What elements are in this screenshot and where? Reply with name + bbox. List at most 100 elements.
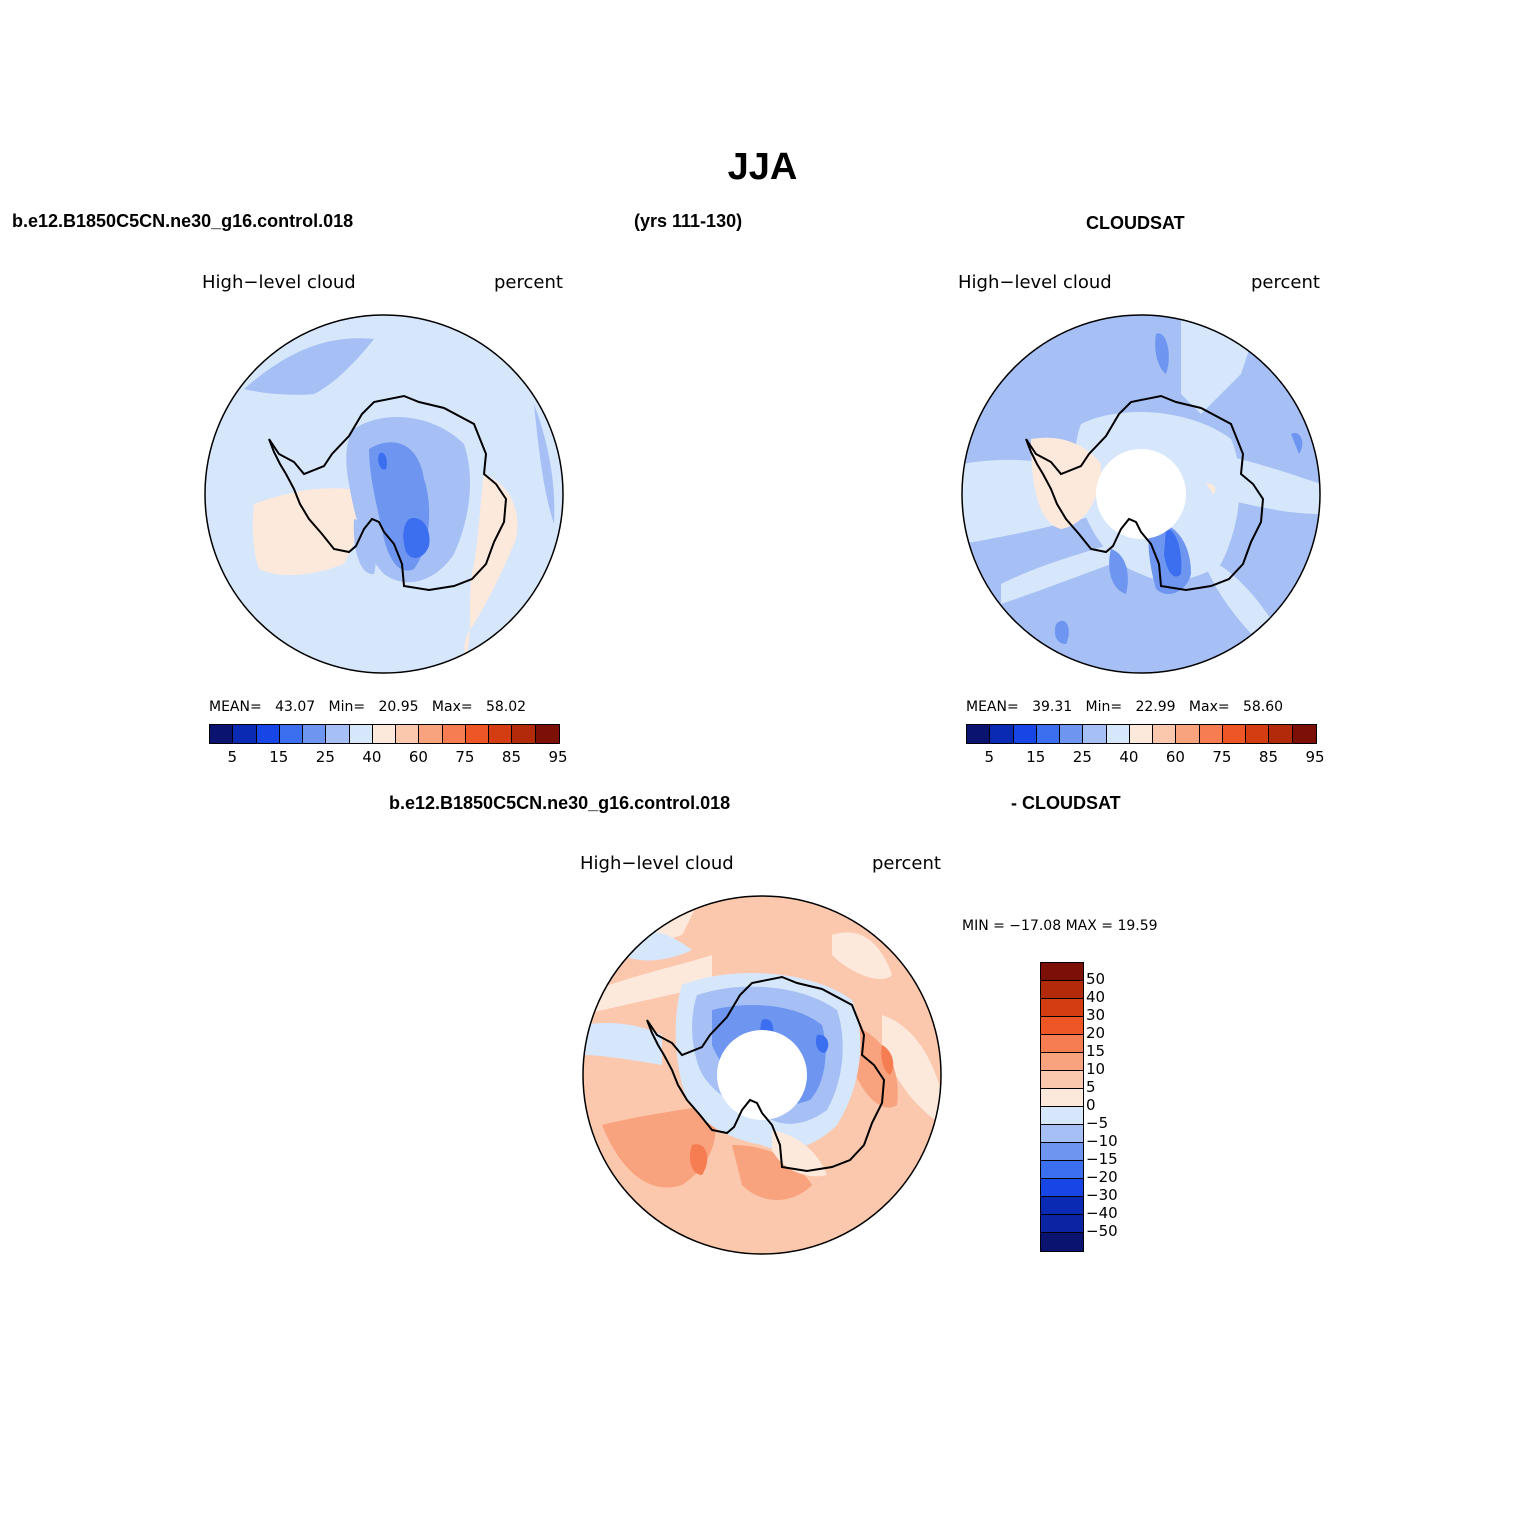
panel-model-stats: MEAN= 43.07 Min= 20.95 Max= 58.02	[209, 699, 526, 715]
colorbar-tick-label: 15	[1026, 748, 1046, 766]
max-value: 58.02	[485, 699, 527, 715]
colorbar-swatch	[1176, 725, 1200, 743]
panel-diff-colorbar	[1040, 962, 1084, 1252]
colorbar-swatch	[1036, 725, 1061, 743]
colorbar-tick-label: 0	[1086, 1096, 1096, 1114]
years-label: (yrs 111-130)	[634, 211, 743, 231]
colorbar-tick-label: 75	[1212, 748, 1232, 766]
panel-obs-variable: High−level cloud	[958, 272, 1112, 293]
colorbar-swatch	[1129, 725, 1154, 743]
colorbar-swatch	[1106, 725, 1130, 743]
colorbar-swatch	[233, 725, 257, 743]
colorbar-swatch	[279, 725, 304, 743]
colorbar-swatch	[372, 725, 397, 743]
colorbar-swatch	[489, 725, 513, 743]
colorbar-tick-label: 60	[1165, 748, 1185, 766]
colorbar-swatch	[1041, 1143, 1083, 1161]
min-label: Min=	[328, 699, 366, 715]
colorbar-swatch	[1041, 1197, 1083, 1215]
colorbar-swatch	[1041, 963, 1083, 981]
colorbar-swatch	[1041, 1035, 1083, 1053]
colorbar-tick-label: 40	[1086, 988, 1106, 1006]
colorbar-tick-label: 50	[1086, 970, 1106, 988]
colorbar-tick-label: 30	[1086, 1006, 1106, 1024]
colorbar-swatch	[1041, 1017, 1083, 1035]
colorbar-swatch	[1222, 725, 1247, 743]
colorbar-swatch	[1041, 1179, 1083, 1197]
panel-obs-units: percent	[1251, 272, 1320, 293]
colorbar-swatch	[1060, 725, 1084, 743]
panel-obs-colorbar	[966, 724, 1317, 744]
colorbar-swatch	[1269, 725, 1293, 743]
colorbar-tick-label: 15	[1086, 1042, 1106, 1060]
colorbar-tick-label: 20	[1086, 1024, 1106, 1042]
figure-title: JJA	[727, 146, 798, 188]
colorbar-swatch	[1041, 999, 1083, 1017]
colorbar-tick-label: 10	[1086, 1060, 1106, 1078]
colorbar-tick-label: 25	[315, 748, 335, 766]
colorbar-tick-label: −15	[1086, 1150, 1118, 1168]
max-label: Max=	[431, 699, 473, 715]
colorbar-swatch	[512, 725, 536, 743]
colorbar-swatch	[1153, 725, 1177, 743]
colorbar-swatch	[303, 725, 327, 743]
min-value: 22.99	[1135, 699, 1176, 715]
colorbar-swatch	[1041, 1161, 1083, 1179]
colorbar-tick-label: 25	[1072, 748, 1092, 766]
colorbar-swatch	[1013, 725, 1037, 743]
colorbar-swatch	[1041, 1107, 1083, 1125]
colorbar-swatch	[1083, 725, 1107, 743]
panel-diff-map	[582, 895, 942, 1255]
panel-model-units: percent	[494, 272, 563, 293]
colorbar-tick-label: 40	[1119, 748, 1139, 766]
panel-model-colorbar	[209, 724, 560, 744]
colorbar-swatch	[256, 725, 280, 743]
colorbar-tick-label: 5	[227, 748, 238, 766]
colorbar-tick-label: −40	[1086, 1204, 1118, 1222]
colorbar-tick-label: −50	[1086, 1222, 1118, 1240]
min-value: 20.95	[378, 699, 419, 715]
colorbar-swatch	[210, 725, 234, 743]
colorbar-swatch	[1041, 1089, 1083, 1107]
colorbar-swatch	[1041, 1053, 1083, 1071]
panel-obs-stats: MEAN= 39.31 Min= 22.99 Max= 58.60	[966, 699, 1283, 715]
colorbar-swatch	[465, 725, 490, 743]
colorbar-swatch	[419, 725, 443, 743]
colorbar-tick-label: 15	[269, 748, 289, 766]
colorbar-swatch	[1041, 1125, 1083, 1143]
colorbar-swatch	[990, 725, 1014, 743]
colorbar-swatch	[396, 725, 420, 743]
mean-value: 39.31	[1032, 699, 1073, 715]
colorbar-tick-label: −5	[1086, 1114, 1109, 1132]
max-value: 58.60	[1242, 699, 1284, 715]
colorbar-swatch	[1199, 725, 1223, 743]
colorbar-swatch	[349, 725, 373, 743]
diff-obs-label: - CLOUDSAT	[1011, 793, 1121, 813]
colorbar-tick-label: −30	[1086, 1186, 1118, 1204]
colorbar-tick-label: 40	[362, 748, 382, 766]
panel-obs-map	[961, 314, 1321, 674]
case-name-label: b.e12.B1850C5CN.ne30_g16.control.018	[12, 211, 354, 231]
mean-label: MEAN=	[209, 699, 262, 715]
mean-value: 43.07	[275, 699, 316, 715]
colorbar-swatch	[535, 725, 559, 743]
colorbar-tick-label: 85	[501, 748, 521, 766]
panel-diff-variable: High−level cloud	[580, 853, 734, 874]
panel-model-map	[204, 314, 564, 674]
colorbar-tick-label: −20	[1086, 1168, 1118, 1186]
mean-label: MEAN=	[966, 699, 1019, 715]
colorbar-tick-label: 95	[1305, 748, 1325, 766]
colorbar-swatch	[1246, 725, 1270, 743]
diff-case-label: b.e12.B1850C5CN.ne30_g16.control.018	[389, 793, 731, 813]
panel-diff-units: percent	[872, 853, 941, 874]
colorbar-swatch	[1041, 1071, 1083, 1089]
min-label: Min=	[1085, 699, 1123, 715]
colorbar-tick-label: 5	[984, 748, 995, 766]
colorbar-swatch	[967, 725, 991, 743]
colorbar-swatch	[1041, 1215, 1083, 1233]
colorbar-tick-label: −10	[1086, 1132, 1118, 1150]
obs-name-label: CLOUDSAT	[1086, 213, 1185, 233]
colorbar-tick-label: 95	[548, 748, 568, 766]
colorbar-swatch	[1041, 981, 1083, 999]
colorbar-swatch	[326, 725, 350, 743]
